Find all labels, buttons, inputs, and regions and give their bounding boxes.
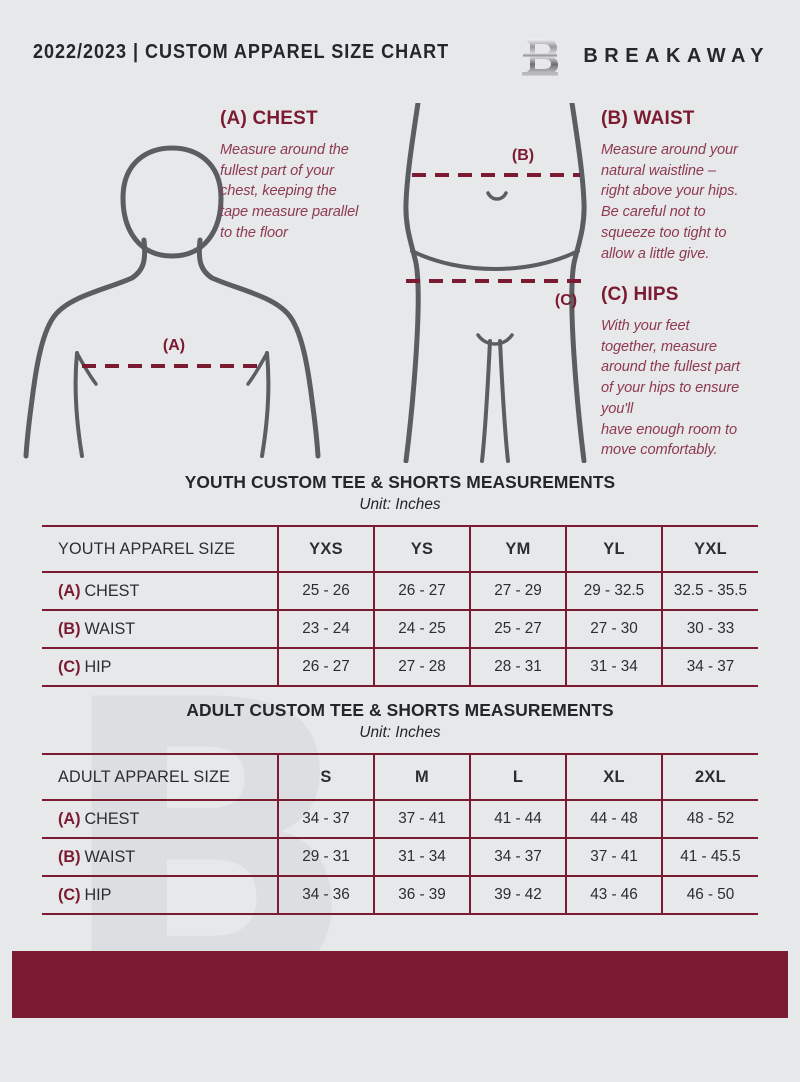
youth-size-header-3: YL: [566, 525, 663, 573]
chest-info-text: Measure around the fullest part of your …: [220, 142, 359, 241]
youth-cell-0-1: 26 - 27: [374, 571, 471, 611]
youth-cell-2-0: 26 - 27: [278, 647, 375, 687]
adult-cell-1-2: 34 - 37: [470, 837, 567, 877]
adult-section-title: ADULT CUSTOM TEE & SHORTS MEASUREMENTS: [186, 700, 614, 720]
chest-info-heading: (A) CHEST: [220, 108, 318, 129]
adult-cell-1-0: 29 - 31: [278, 837, 375, 877]
adult-row-text-0: CHEST: [84, 809, 140, 828]
adult-cell-2-4: 46 - 50: [662, 875, 758, 915]
adult-cell-2-1: 36 - 39: [374, 875, 471, 915]
adult-cell-0-3: 44 - 48: [566, 799, 663, 839]
adult-row-mark-1: (B): [58, 847, 81, 866]
adult-row-label-0: (A) CHEST: [42, 799, 279, 839]
footer-accent-bar: [12, 951, 788, 1018]
table-row: (B) WAIST 23 - 24 24 - 25 25 - 27 27 - 30…: [42, 609, 758, 649]
adult-size-header-4: 2XL: [662, 753, 758, 801]
youth-row-label-1: (B) WAIST: [42, 609, 279, 649]
table-row: (C) HIP 34 - 36 36 - 39 39 - 42 43 - 46 4…: [42, 875, 758, 915]
youth-cell-2-4: 34 - 37: [662, 647, 758, 687]
illustration-area: (A) (B) (C): [0, 95, 800, 465]
adult-cell-0-1: 37 - 41: [374, 799, 471, 839]
youth-size-table: YOUTH APPAREL SIZE YXS YS YM YL YXL (A) C…: [42, 525, 758, 687]
adult-size-header-3: XL: [566, 753, 663, 801]
hips-info-block: (C) HIPS With your feet together, measur…: [601, 284, 791, 461]
adult-row-text-1: WAIST: [84, 847, 136, 866]
page-header: 2022/2023 | CUSTOM APPAREL SIZE CHART BR…: [0, 0, 800, 95]
youth-size-header-0: YXS: [278, 525, 375, 573]
youth-cell-1-4: 30 - 33: [662, 609, 758, 649]
youth-cell-0-3: 29 - 32.5: [566, 571, 663, 611]
youth-row-text-1: WAIST: [84, 619, 136, 638]
table-row: (A) CHEST 34 - 37 37 - 41 41 - 44 44 - 48…: [42, 799, 758, 839]
table-header-row: YOUTH APPAREL SIZE YXS YS YM YL YXL: [42, 525, 758, 573]
adult-size-header-2: L: [470, 753, 567, 801]
hip-measure-label: (C): [555, 292, 577, 309]
adult-size-table: ADULT APPAREL SIZE S M L XL 2XL (A) CHEST…: [42, 753, 758, 915]
adult-cell-1-4: 41 - 45.5: [662, 837, 758, 877]
waist-measure-label: (B): [512, 147, 534, 164]
adult-cell-2-0: 34 - 36: [278, 875, 375, 915]
adult-section-unit: Unit: Inches: [359, 724, 441, 741]
youth-cell-0-2: 27 - 29: [470, 571, 567, 611]
youth-cell-0-4: 32.5 - 35.5: [662, 571, 758, 611]
youth-cell-1-1: 24 - 25: [374, 609, 471, 649]
youth-row-mark-0: (A): [58, 581, 81, 600]
youth-row-text-0: CHEST: [84, 581, 140, 600]
table-row: (C) HIP 26 - 27 27 - 28 28 - 31 31 - 34 3…: [42, 647, 758, 687]
youth-size-header-1: YS: [374, 525, 471, 573]
table-row: (A) CHEST 25 - 26 26 - 27 27 - 29 29 - 32…: [42, 571, 758, 611]
lower-body-figure: (B) (C): [403, 103, 587, 463]
youth-cell-2-1: 27 - 28: [374, 647, 471, 687]
adult-header-label: ADULT APPAREL SIZE: [42, 753, 279, 801]
adult-size-header-1: M: [374, 753, 471, 801]
adult-cell-2-2: 39 - 42: [470, 875, 567, 915]
adult-row-mark-2: (C): [58, 885, 81, 904]
table-header-row: ADULT APPAREL SIZE S M L XL 2XL: [42, 753, 758, 801]
adult-cell-0-4: 48 - 52: [662, 799, 758, 839]
youth-cell-2-2: 28 - 31: [470, 647, 567, 687]
adult-row-mark-0: (A): [58, 809, 81, 828]
page-title: 2022/2023 | CUSTOM APPAREL SIZE CHART: [33, 40, 450, 63]
youth-header-label: YOUTH APPAREL SIZE: [42, 525, 279, 573]
youth-row-mark-2: (C): [58, 657, 81, 676]
youth-size-header-4: YXL: [662, 525, 758, 573]
youth-row-label-2: (C) HIP: [42, 647, 279, 687]
youth-section: YOUTH CUSTOM TEE & SHORTS MEASUREMENTS U…: [0, 472, 800, 687]
hips-info-text: With your feet together, measure around …: [601, 318, 740, 459]
adult-cell-1-3: 37 - 41: [566, 837, 663, 877]
youth-section-title: YOUTH CUSTOM TEE & SHORTS MEASUREMENTS: [184, 472, 616, 492]
chest-measure-label: (A): [163, 337, 185, 354]
waist-info-heading: (B) WAIST: [601, 108, 695, 129]
adult-cell-0-2: 41 - 44: [470, 799, 567, 839]
waist-info-text: Measure around your natural waistline – …: [601, 142, 739, 262]
adult-row-label-1: (B) WAIST: [42, 837, 279, 877]
adult-row-label-2: (C) HIP: [42, 875, 279, 915]
brand-name: BREAKAWAY: [583, 44, 770, 67]
table-row: (B) WAIST 29 - 31 31 - 34 34 - 37 37 - 41…: [42, 837, 758, 877]
youth-cell-0-0: 25 - 26: [278, 571, 375, 611]
hips-info-heading: (C) HIPS: [601, 284, 679, 305]
youth-row-mark-1: (B): [58, 619, 81, 638]
chest-info-block: (A) CHEST Measure around the fullest par…: [220, 108, 400, 244]
adult-cell-2-3: 43 - 46: [566, 875, 663, 915]
breakaway-b-monogram-icon: [522, 39, 559, 76]
adult-size-header-0: S: [278, 753, 375, 801]
youth-cell-2-3: 31 - 34: [566, 647, 663, 687]
youth-row-text-2: HIP: [84, 657, 112, 676]
adult-cell-1-1: 31 - 34: [374, 837, 471, 877]
youth-size-header-2: YM: [470, 525, 567, 573]
adult-row-text-2: HIP: [84, 885, 112, 904]
waist-info-block: (B) WAIST Measure around your natural wa…: [601, 108, 786, 264]
youth-cell-1-0: 23 - 24: [278, 609, 375, 649]
youth-cell-1-3: 27 - 30: [566, 609, 663, 649]
adult-cell-0-0: 34 - 37: [278, 799, 375, 839]
youth-section-unit: Unit: Inches: [359, 496, 441, 513]
youth-row-label-0: (A) CHEST: [42, 571, 279, 611]
adult-section: ADULT CUSTOM TEE & SHORTS MEASUREMENTS U…: [0, 700, 800, 915]
brand-lockup: BREAKAWAY: [521, 33, 770, 79]
youth-cell-1-2: 25 - 27: [470, 609, 567, 649]
upper-body-figure: (A): [23, 145, 321, 459]
